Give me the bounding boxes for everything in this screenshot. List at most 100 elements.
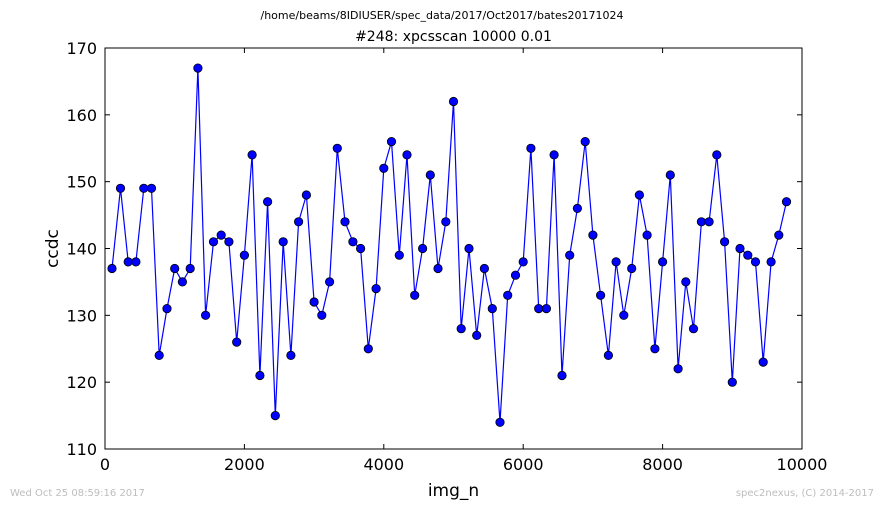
ticks-layer: 0 2000 4000 6000 8000 10000 110 120 130 140 150 160… [66,39,827,474]
data-point [657,257,668,267]
data-point [487,303,497,314]
data-point [270,410,280,421]
data-point [123,257,133,267]
y-tick-label: 130 [66,306,97,325]
data-point [262,197,273,207]
data-point [185,263,195,274]
x-tick-label: 2000 [224,455,265,474]
data-point [177,277,187,287]
x-tick-label: 0 [100,455,110,474]
data-point [340,217,350,227]
data-point [201,310,211,320]
y-tick-label: 120 [66,373,97,392]
footer-timestamp: Wed Oct 25 08:59:16 2017 [10,488,145,499]
data-point [642,230,652,240]
data-point [208,237,219,247]
figure-suptitle: /home/beams/8IDIUSER/spec_data/2017/Oct2… [260,9,624,22]
data-point [247,150,257,160]
data-point [371,283,381,294]
data-point [410,290,420,300]
y-tick-label: 160 [66,106,97,125]
data-point [627,263,637,274]
x-tick-label: 8000 [642,455,683,474]
x-tick-label: 10000 [777,455,828,474]
data-point [750,257,761,267]
data-point [170,263,180,274]
data-point [386,137,397,147]
data-point [433,263,443,274]
data-point [557,370,567,381]
data-point [774,230,784,240]
data-point [255,370,265,381]
data-point [193,63,203,73]
data-point [650,344,660,354]
data-point [448,96,459,107]
chart-title: #248: xpcsscan 10000 0.01 [355,29,552,45]
x-tick-label: 6000 [503,455,544,474]
data-point [781,197,792,207]
data-point [479,263,489,274]
data-point [673,364,683,374]
data-point [735,243,745,254]
data-point [503,290,513,300]
data-point [417,243,428,254]
data-point [719,237,730,247]
data-point [696,217,707,227]
data-point [688,324,699,334]
y-tick-label: 110 [66,440,97,459]
data-point [766,257,776,267]
data-point [425,170,435,180]
y-tick-label: 140 [66,240,97,259]
data-point [712,150,722,160]
data-point [565,250,575,260]
data-point [355,243,366,254]
data-point [301,190,311,200]
data-point [379,163,389,173]
data-point [107,263,117,274]
data-point [139,183,149,193]
data-point [495,417,505,427]
data-point [394,250,404,260]
data-point [603,350,614,360]
data-point [534,303,544,314]
data-point [464,243,474,254]
data-point [224,237,234,247]
x-tick-label: 4000 [363,455,404,474]
data-point [239,250,249,260]
data-point [402,150,412,160]
plot-frame [104,47,803,450]
data-point [611,257,621,267]
data-point [441,217,451,227]
x-axis-label: img_n [428,481,479,501]
footer-credit: spec2nexus, (C) 2014-2017 [735,488,874,499]
data-point [681,277,691,287]
data-point [317,310,327,320]
data-point [541,303,552,314]
data-point [727,377,737,387]
data-point [665,170,675,180]
data-point [348,237,358,247]
data-point [216,230,226,240]
series-layer [107,63,792,427]
data-point [309,297,319,307]
data-point [619,310,629,320]
data-point [743,250,753,260]
data-point [293,217,304,227]
data-point [154,350,164,360]
data-point [549,150,559,160]
series-line [111,68,788,423]
data-point [324,277,335,287]
y-axis-label: ccdc [43,229,63,268]
data-point [456,324,466,334]
data-point [526,143,536,153]
data-point [332,143,342,153]
data-point [363,344,373,354]
data-point [758,357,768,367]
data-point [115,183,126,193]
data-point [162,303,172,314]
data-point [131,257,141,267]
data-point [704,217,714,227]
data-point [232,337,242,347]
data-point [580,137,590,147]
data-point [634,190,645,200]
